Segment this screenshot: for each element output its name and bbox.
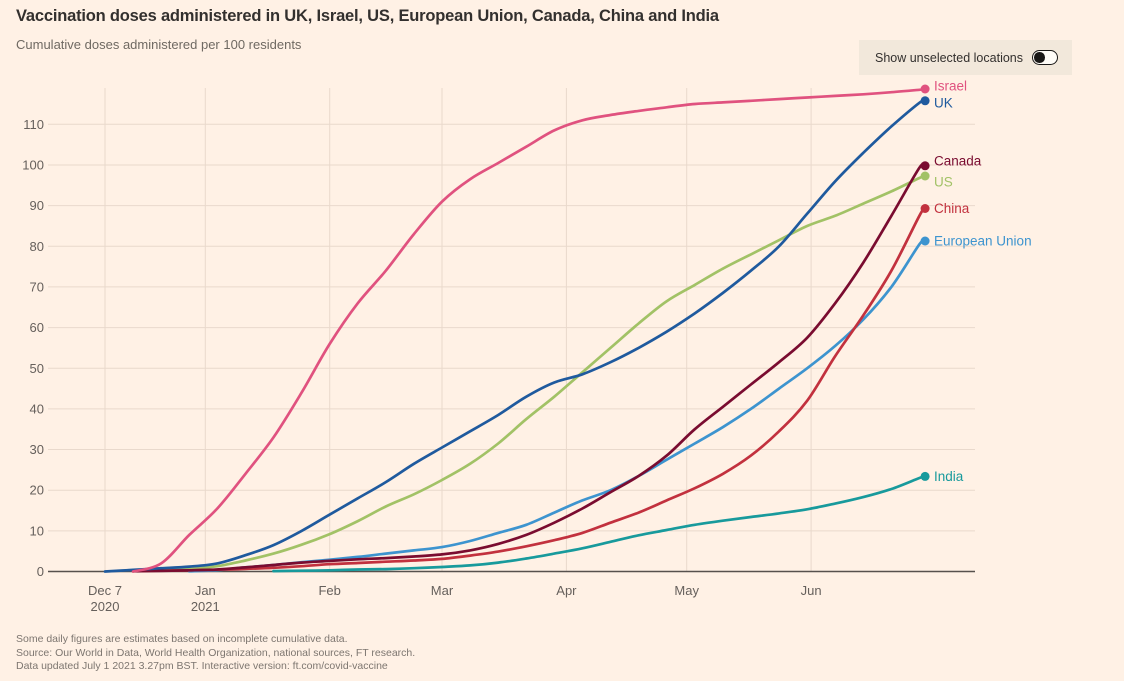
series-label-india: India: [934, 469, 964, 484]
y-tick-label: 40: [30, 401, 44, 416]
y-tick-label: 100: [22, 158, 44, 173]
y-tick-label: 70: [30, 279, 44, 294]
x-tick-label: Jan: [195, 583, 216, 598]
x-tick-label: Feb: [318, 583, 340, 598]
y-tick-label: 80: [30, 239, 44, 254]
series-label-israel: Israel: [934, 79, 967, 94]
y-tick-label: 60: [30, 320, 44, 335]
x-tick-label: Jun: [801, 583, 822, 598]
series-label-european-union: European Union: [934, 234, 1032, 249]
series-dot-israel: [920, 84, 930, 94]
series-line-israel: [131, 87, 927, 573]
page-title: Vaccination doses administered in UK, Is…: [16, 7, 719, 25]
x-tick-label: May: [674, 583, 699, 598]
toggle-knob: [1034, 52, 1045, 63]
source-line: Source: Our World in Data, World Health …: [16, 646, 416, 659]
x-tick-sublabel: 2020: [91, 599, 120, 614]
series-dot-india: [920, 471, 930, 481]
x-tick-label: Mar: [431, 583, 454, 598]
series-dot-canada: [920, 161, 930, 171]
updated-line: Data updated July 1 2021 3.27pm BST. Int…: [16, 660, 388, 672]
y-tick-label: 50: [30, 361, 44, 376]
y-tick-label: 20: [30, 483, 44, 498]
x-tick-sublabel: 2021: [191, 599, 220, 614]
series-dot-uk: [920, 96, 930, 106]
series-dot-european-union: [920, 236, 930, 246]
y-tick-label: 110: [23, 117, 44, 132]
show-unselected-locations-toggle[interactable]: Show unselected locations: [858, 40, 1072, 75]
y-tick-label: 30: [30, 442, 44, 457]
series-label-canada: Canada: [934, 153, 982, 168]
series-line-india: [272, 475, 927, 573]
x-tick-label: Dec 7: [88, 583, 122, 598]
series-line-us: [131, 174, 927, 573]
y-tick-label: 0: [37, 564, 44, 579]
series-line-uk: [103, 98, 927, 573]
series-label-uk: UK: [934, 95, 953, 110]
footnote: Some daily figures are estimates based o…: [16, 633, 348, 645]
toggle-label: Show unselected locations: [874, 50, 1023, 65]
chart-footer: Some daily figures are estimates based o…: [16, 633, 415, 674]
series-label-us: US: [934, 175, 953, 190]
toggle-switch-icon[interactable]: [1032, 50, 1058, 65]
series-label-china: China: [934, 201, 970, 216]
series-line-canada: [131, 162, 927, 573]
series-line-china: [131, 207, 927, 573]
x-tick-label: Apr: [556, 583, 577, 598]
y-tick-label: 90: [30, 198, 44, 213]
y-tick-label: 10: [30, 523, 44, 538]
series-dot-us: [920, 171, 930, 181]
page-subtitle: Cumulative doses administered per 100 re…: [16, 37, 302, 52]
series-dot-china: [920, 204, 930, 213]
